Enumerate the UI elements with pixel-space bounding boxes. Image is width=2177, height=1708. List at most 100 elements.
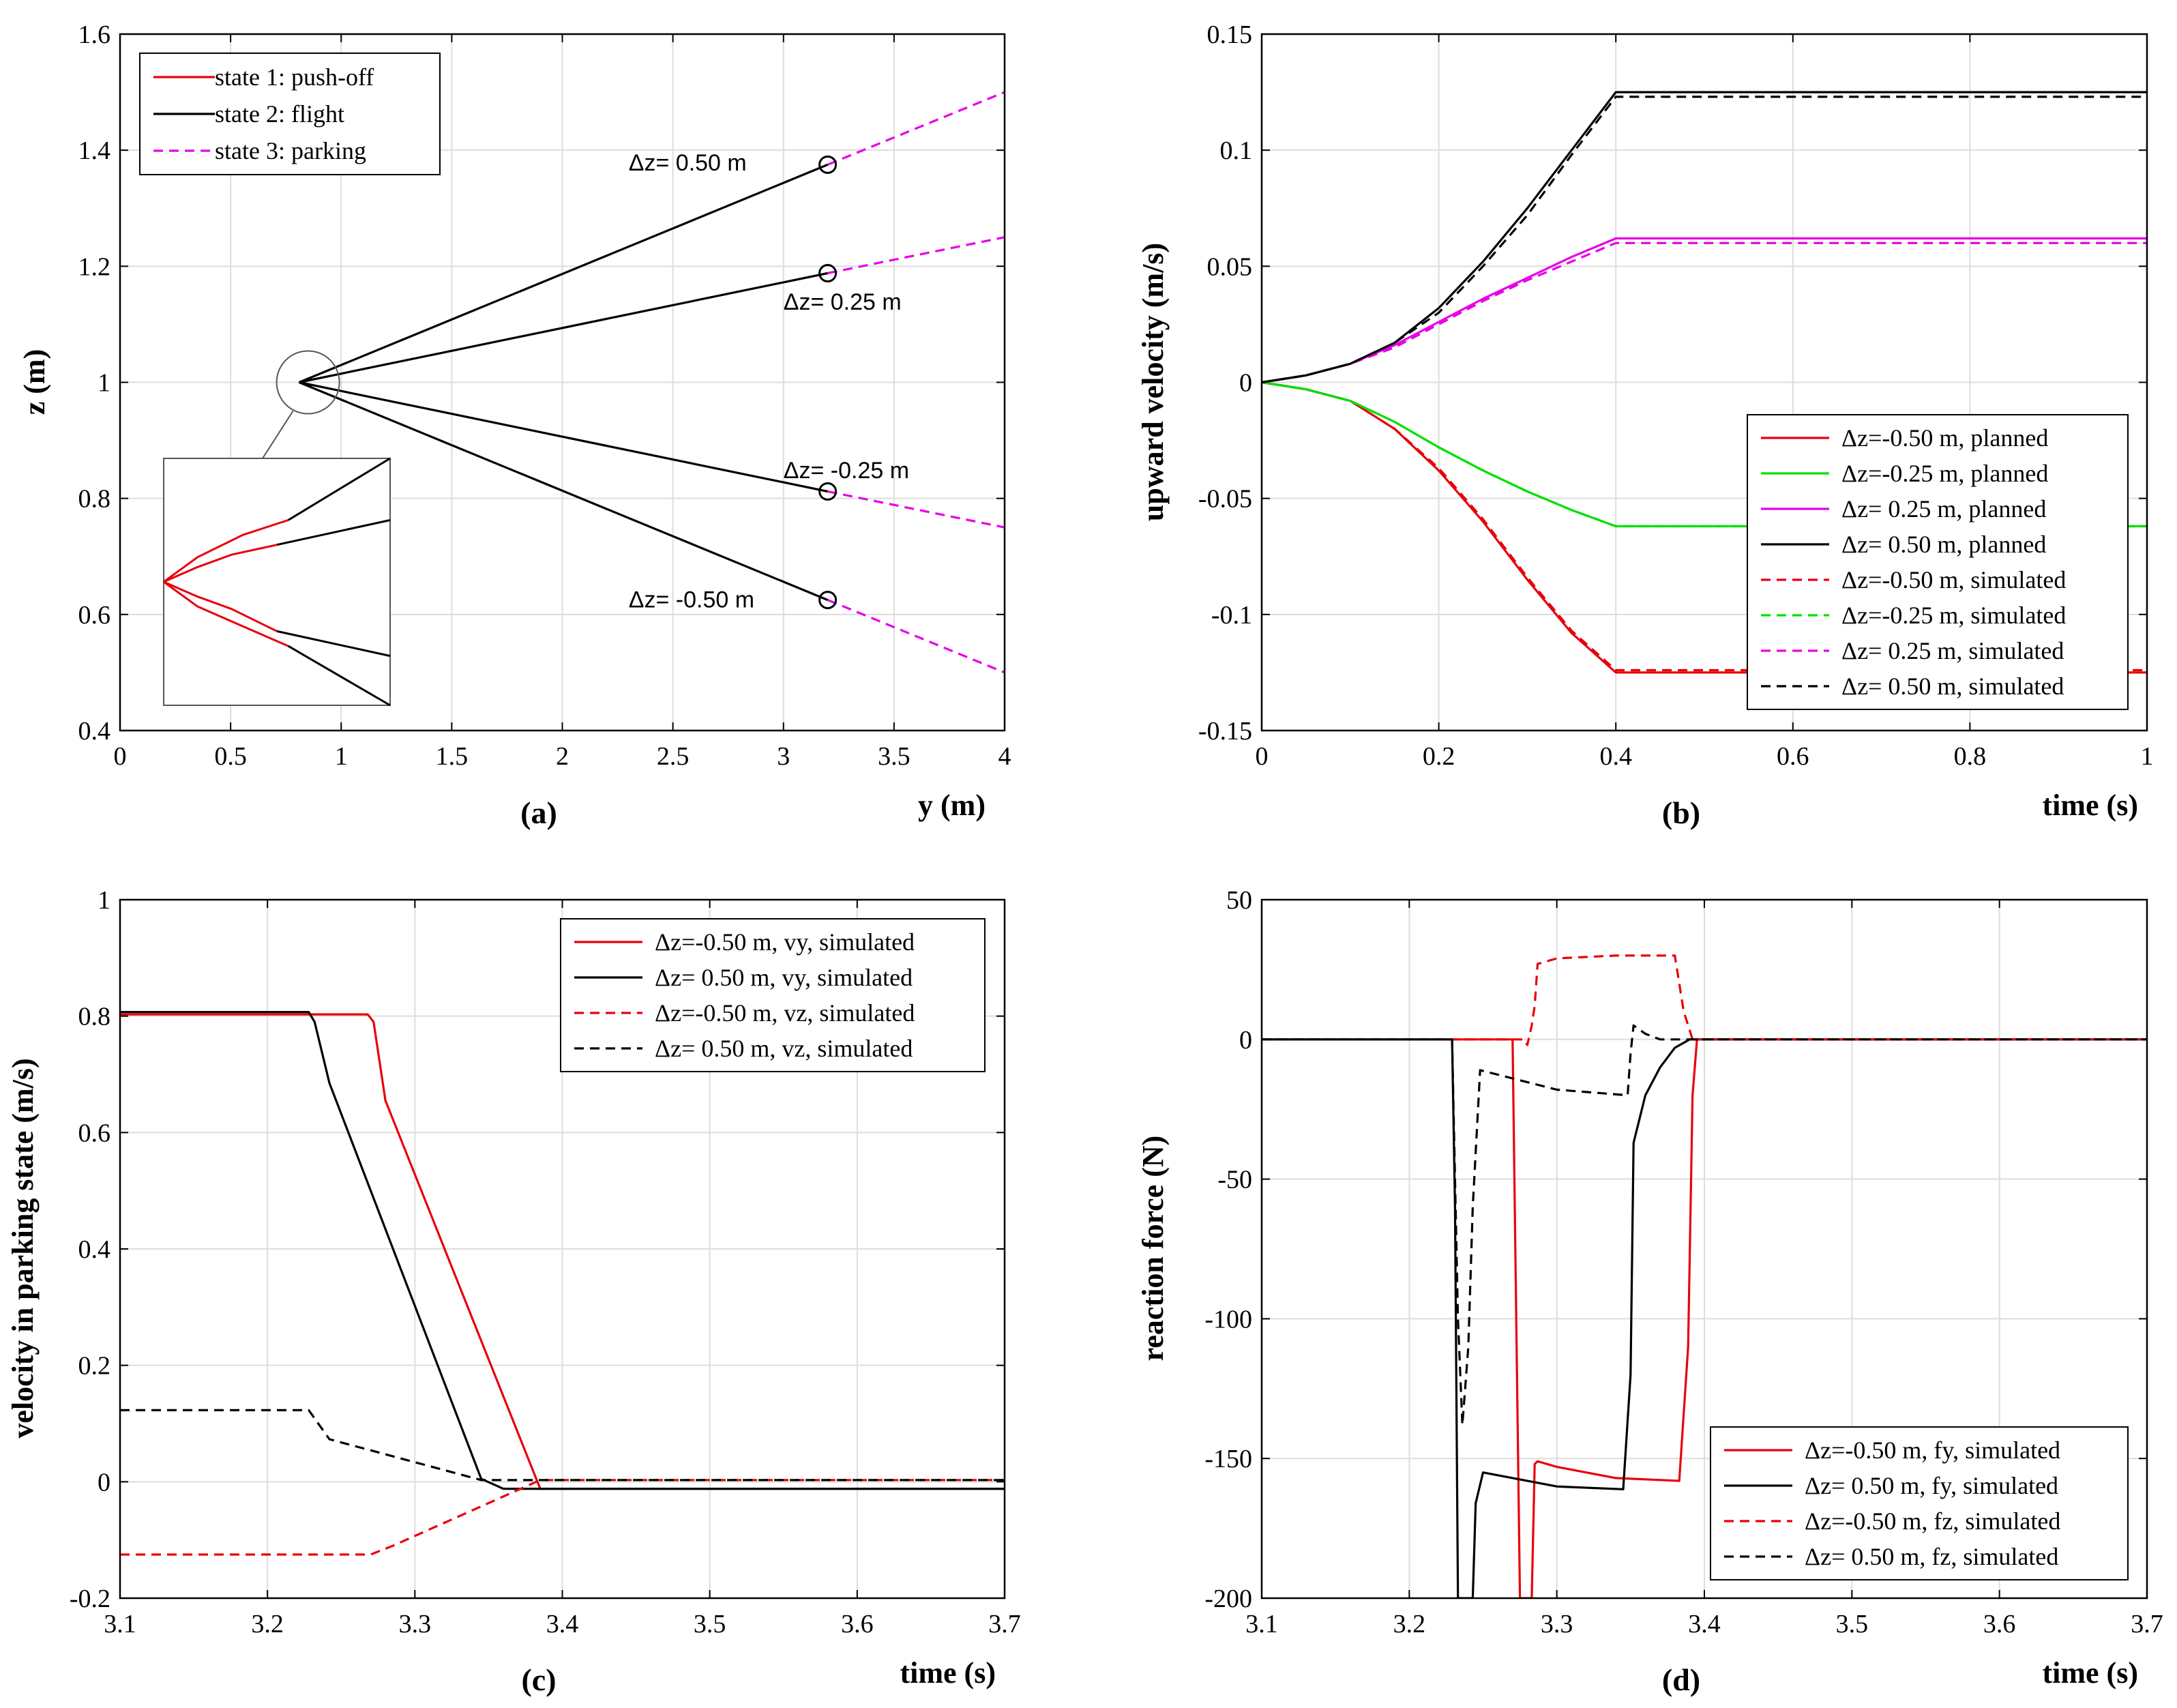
y-axis-label: z (m) [18, 349, 51, 415]
y-tick-label: 0 [98, 1468, 110, 1497]
series-line-a-4 [827, 91, 1005, 166]
legend-entry-label: Δz=-0.50 m, simulated [1841, 566, 2066, 593]
legend-entry-label: Δz= 0.50 m, simulated [1841, 673, 2064, 700]
series-line-a-1 [299, 271, 828, 384]
plot-series-group [1262, 91, 2147, 674]
legend: Δz=-0.50 m, planned Δz=-0.25 m, planned Δz… [1747, 414, 2129, 710]
x-tick-label: 3.6 [841, 1610, 874, 1638]
y-tick-label: 0.8 [78, 1003, 111, 1031]
inset-line-6 [163, 580, 278, 632]
x-tick-label: 3.7 [988, 1610, 1021, 1638]
x-tick-label: 3.6 [1983, 1610, 2016, 1638]
inset-line-1 [276, 519, 391, 546]
inset-line-3 [287, 645, 391, 707]
inset-line-4 [163, 519, 289, 583]
series-line-c-3 [120, 1409, 1005, 1482]
x-tick-label: 3.5 [1836, 1610, 1869, 1638]
chart-panel-a: 0 0.5 1 1.5 2 2.5 3 3.5 4 0.4 0.6 0.8 1 1.2 1.4 1.6 Δz= … [18, 20, 1011, 830]
legend-entry-label: Δz=-0.50 m, fy, simulated [1805, 1437, 2060, 1464]
legend-box [560, 918, 986, 1072]
x-tick-label: 3.2 [1393, 1610, 1426, 1638]
axes-box [119, 33, 1006, 732]
series-line-d-1 [1262, 1038, 2147, 1598]
x-tick-label: 3.7 [2131, 1610, 2163, 1638]
y-tick-label: 50 [1226, 886, 1252, 915]
y-tick-label: 1.6 [78, 20, 111, 49]
x-tick-label: 1.5 [436, 742, 469, 771]
endpoint-marker [818, 482, 838, 501]
delta-z-annotation: Δz= 0.25 m [784, 289, 902, 315]
x-tick-label: 2 [556, 742, 569, 771]
panel-label: (c) [521, 1662, 556, 1697]
y-tick-label: 1 [98, 369, 110, 398]
series-line-a-3 [298, 381, 829, 602]
series-line-a-6 [827, 490, 1005, 529]
x-axis-label: time (s) [2043, 1656, 2139, 1690]
legend-entry-label: Δz=-0.50 m, vz, simulated [655, 999, 915, 1027]
endpoint-marker [818, 264, 838, 283]
x-tick-label: 0.2 [1423, 742, 1455, 771]
x-tick-label: 3.1 [104, 1610, 136, 1638]
legend-entry-label: Δz= 0.25 m, planned [1841, 495, 2046, 522]
x-tick-label: 3.4 [1688, 1610, 1721, 1638]
x-axis-label: time (s) [2043, 789, 2139, 822]
series-line-a-7 [827, 599, 1005, 674]
panel-label: (b) [1662, 795, 1700, 830]
y-tick-label: -0.15 [1198, 717, 1252, 746]
x-tick-label: 3.4 [546, 1610, 579, 1638]
legend-entry-label: Δz= 0.50 m, planned [1841, 531, 2046, 558]
x-tick-label: 0.4 [1599, 742, 1632, 771]
y-axis-label: upward velocity (m/s) [1136, 243, 1170, 521]
legend-entry-label: Δz= 0.50 m, fz, simulated [1805, 1543, 2058, 1570]
panel-label: (a) [520, 795, 557, 830]
y-tick-label: 0.4 [78, 1235, 111, 1264]
delta-z-annotation: Δz= -0.25 m [784, 458, 909, 484]
plot-series-group [1262, 954, 2147, 1598]
y-tick-label: -150 [1204, 1445, 1252, 1473]
y-tick-label: 0.6 [78, 601, 111, 630]
legend: state 1: push-off state 2: flight state 3:… [139, 53, 441, 175]
legend-entry-label: Δz=-0.25 m, simulated [1841, 602, 2066, 629]
y-tick-label: 0 [1239, 1026, 1252, 1055]
series-line-d-2 [1262, 954, 2147, 1046]
zoom-connector [262, 410, 294, 459]
plot-series-group [298, 91, 1005, 674]
series-line-a-5 [827, 236, 1005, 275]
x-tick-label: 0.5 [214, 742, 247, 771]
y-tick-label: -0.2 [70, 1585, 110, 1613]
y-tick-label: -200 [1204, 1585, 1252, 1613]
inset-line-5 [163, 544, 278, 583]
inset-line-7 [163, 580, 289, 647]
inset-line-0 [287, 457, 391, 521]
x-tick-label: 3.5 [694, 1610, 726, 1638]
y-tick-label: -100 [1204, 1305, 1252, 1334]
x-tick-label: 0 [114, 742, 127, 771]
series-line-b-5 [1262, 381, 2147, 528]
x-tick-label: 4 [998, 742, 1011, 771]
delta-z-annotation: Δz= 0.50 m [629, 150, 747, 176]
x-tick-label: 0.6 [1777, 742, 1809, 771]
legend-entry-label: state 1: push-off [215, 63, 374, 91]
legend: Δz=-0.50 m, fy, simulated Δz= 0.50 m, fy,… [1710, 1426, 2129, 1580]
y-tick-label: -0.1 [1211, 601, 1252, 630]
axes-box [119, 898, 1006, 1600]
chart-panel-b: 0 0.2 0.4 0.6 0.8 1 -0.15 -0.1 -0.05 0 0.05 0.1 0.15… [1136, 20, 2154, 830]
endpoint-marker [818, 591, 838, 610]
y-tick-label: 0.4 [78, 717, 111, 746]
series-line-c-1 [120, 1011, 1005, 1490]
inset-line-2 [276, 630, 391, 658]
x-tick-label: 3.2 [251, 1610, 284, 1638]
y-tick-label: -50 [1217, 1166, 1252, 1194]
x-tick-label: 3.5 [878, 742, 910, 771]
legend-entry-label: Δz= 0.50 m, vy, simulated [655, 964, 913, 991]
y-tick-label: 1.2 [78, 252, 111, 281]
axes-box [1260, 898, 2148, 1600]
chart-panel-c: 3.1 3.2 3.3 3.4 3.5 3.6 3.7 -0.2 0 0.2 0.4 0.6 0.8 1 t… [6, 886, 1021, 1697]
legend-entry-label: Δz=-0.50 m, planned [1841, 424, 2048, 452]
x-tick-label: 3 [777, 742, 790, 771]
x-tick-label: 3.3 [1541, 1610, 1573, 1638]
x-tick-label: 1 [335, 742, 348, 771]
x-axis-label: time (s) [900, 1656, 996, 1690]
legend-entry-label: Δz= 0.50 m, fy, simulated [1805, 1472, 2058, 1499]
